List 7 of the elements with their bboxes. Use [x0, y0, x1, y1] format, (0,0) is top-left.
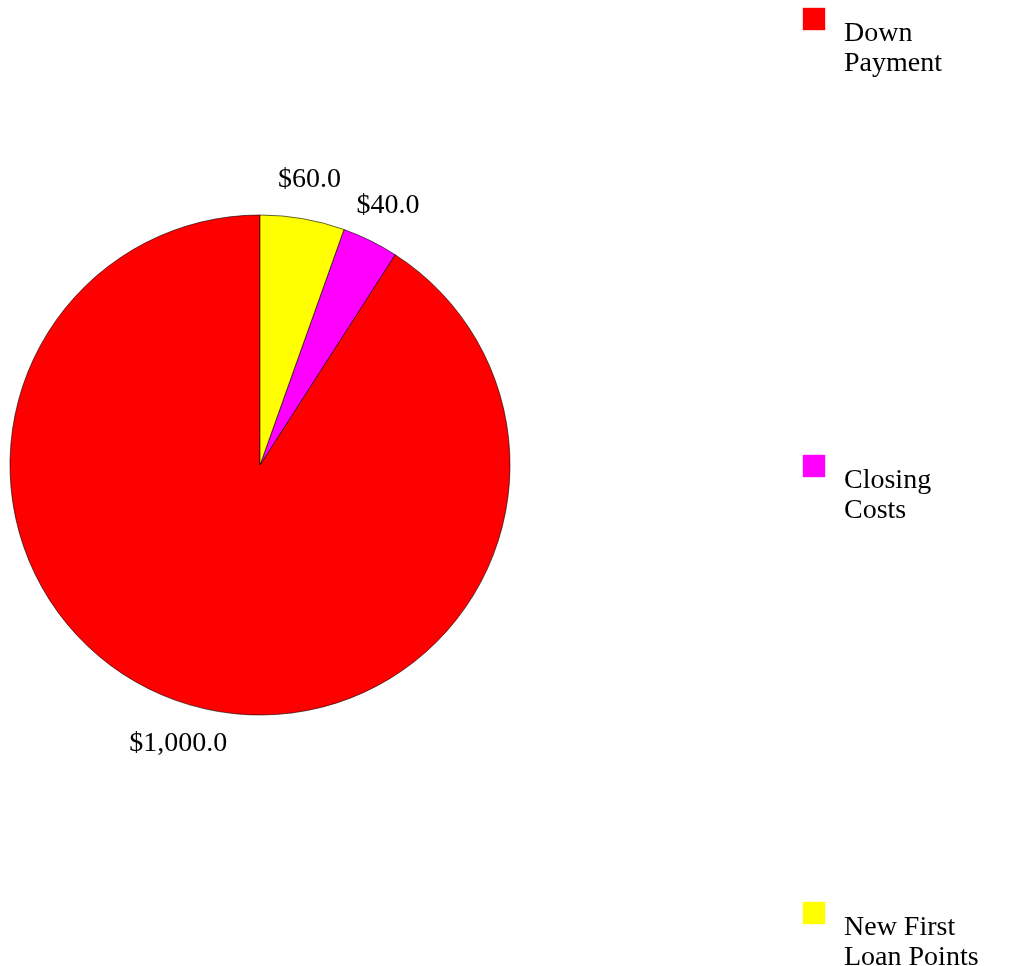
data-label: $60.0	[277, 162, 341, 194]
legend-label: Down Payment	[844, 16, 943, 77]
legend-label: Closing Costs	[844, 463, 932, 524]
legend-label: New First Loan Points	[844, 910, 979, 966]
data-label: $40.0	[356, 187, 420, 219]
pie-slice	[9, 214, 511, 716]
data-label: $1,000.0	[129, 726, 228, 758]
